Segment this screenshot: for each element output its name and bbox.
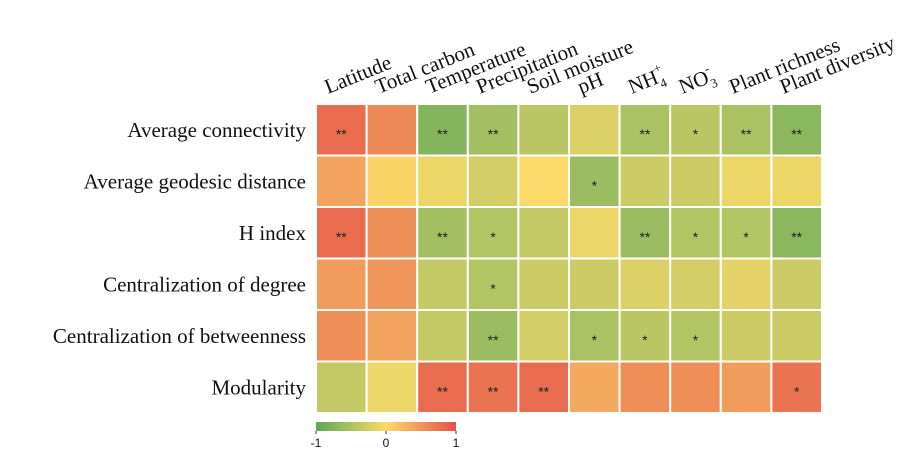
significance-marker: ** [538,383,549,399]
row-label-centralization-of-degree: Centralization of degree [103,272,306,296]
heatmap-cell [618,103,672,157]
heatmap-cell [315,257,368,311]
heatmap-cell [416,206,469,260]
row-labels: Average connectivity Average geodesic dis… [53,118,307,400]
heatmap-cell [315,309,368,363]
column-label-no: NO3- [674,60,720,103]
heatmap-cell [770,360,824,414]
heatmap-cell [416,309,469,363]
color-scale-tick-label: -1 [311,436,322,450]
heatmap-cell [517,206,571,260]
heatmap-cell [315,360,368,414]
color-scale-tick-label: 0 [383,436,390,450]
heatmap-cell [770,257,824,311]
heatmap-cell [618,206,672,260]
significance-marker: * [592,332,598,348]
heatmap-cell [416,154,469,208]
heatmap-cell [770,154,824,208]
significance-marker: ** [791,126,802,142]
heatmap-cell [618,257,672,311]
significance-marker: ** [639,229,650,245]
significance-marker: ** [437,229,448,245]
heatmap-cell [365,103,419,157]
heatmap-cell [416,257,469,311]
heatmap-cell [568,206,621,260]
heatmap-cell [770,103,824,157]
heatmap-cell [315,103,368,157]
significance-marker: ** [639,126,650,142]
significance-markers: ** ** ** ** * ** ***** ** * ** * * ***** * * *** ** ** * [336,126,803,400]
significance-marker: * [642,332,648,348]
color-scale-ticks: -1 0 1 [311,431,460,450]
heatmap-cell [517,257,571,311]
significance-marker: ** [437,383,448,399]
row-label-h-index: H index [239,221,307,245]
heatmap-cell [618,309,672,363]
heatmap-cell [669,309,722,363]
heatmap-cell [568,154,621,208]
heatmap-cell [416,103,469,157]
heatmap-cell [618,154,672,208]
significance-marker: ** [488,332,499,348]
significance-marker: * [794,383,800,399]
heatmap-cell [719,257,773,311]
significance-marker: * [693,126,699,142]
column-label-nh: NH4+ [623,60,669,103]
heatmap-cell [618,360,672,414]
heatmap-cell [416,360,469,414]
heatmap-cell [315,206,368,260]
heatmap-cell [365,257,419,311]
significance-marker: ** [437,126,448,142]
color-scale-legend: -1 0 1 [311,422,460,450]
significance-marker: * [693,229,699,245]
significance-marker: ** [791,229,802,245]
heatmap-cell [568,309,621,363]
row-label-modularity: Modularity [212,375,307,399]
heatmap-cell [669,360,722,414]
row-label-centralization-of-betweenness: Centralization of betweenness [53,324,306,348]
heatmap-cell [719,154,773,208]
heatmap-cell [517,103,571,157]
heatmap-cell [365,309,419,363]
heatmap-cell [568,257,621,311]
significance-marker: ** [741,126,752,142]
significance-marker: ** [336,126,347,142]
significance-marker: * [693,332,699,348]
heatmap-cell [517,154,571,208]
significance-marker: ** [488,126,499,142]
heatmap-cell [568,360,621,414]
heatmap-cell [466,103,520,157]
row-label-average-geodesic-distance: Average geodesic distance [84,169,306,193]
heatmap-cell [719,206,773,260]
significance-marker: * [490,280,496,296]
heatmap-cell [466,154,520,208]
heatmap-cell [365,360,419,414]
color-scale-tick-label: 1 [453,436,460,450]
heatmap-cell [719,360,773,414]
heatmap-cell [466,257,520,311]
heatmap-cell [517,360,571,414]
significance-marker: * [490,229,496,245]
color-scale-bar [316,422,456,431]
heatmap-cell [669,206,722,260]
heatmap-cell [669,154,722,208]
heatmap-cell [365,154,419,208]
significance-marker: * [592,177,598,193]
row-label-average-connectivity: Average connectivity [127,118,306,142]
significance-marker: ** [336,229,347,245]
heatmap-cell [517,309,571,363]
heatmap-cell [719,103,773,157]
heatmap-cell [719,309,773,363]
heatmap-cell [669,257,722,311]
significance-marker: * [743,229,749,245]
heatmap-cells [315,103,824,414]
heatmap-cell [770,309,824,363]
heatmap-cell [365,206,419,260]
heatmap-cell [315,154,368,208]
heatmap-cell [568,103,621,157]
heatmap-cell [466,206,520,260]
significance-marker: ** [488,383,499,399]
